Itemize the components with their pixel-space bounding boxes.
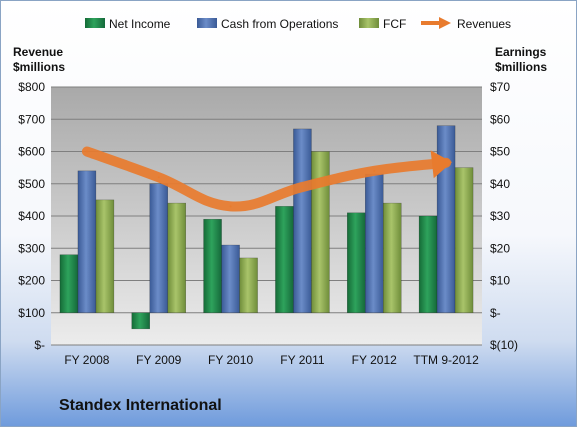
legend-swatch-net-income [85,18,105,28]
left-tick-label: $700 [18,112,45,126]
x-tick-label: FY 2008 [64,353,109,367]
revenues-point [445,161,448,164]
left-tick-label: $100 [18,306,45,320]
right-tick-label: $60 [490,112,510,126]
x-axis-ticks: FY 2008 FY 2009 FY 2010 FY 2011 FY 2012 TTM 9… [64,353,479,367]
legend-label-cash-from-operations: Cash from Operations [221,17,338,31]
x-tick-label: FY 2010 [208,353,253,367]
legend-swatch-fcf [359,18,379,28]
right-tick-label: $10 [490,274,510,288]
revenues-line [81,146,452,212]
cash-from-operations-bar [149,183,168,313]
legend: Net Income Cash from Operations FCF Reve… [85,17,511,31]
legend-label-revenues: Revenues [457,17,511,31]
gridlines [51,86,482,346]
right-tick-label: $70 [490,80,510,94]
revenues-arrowhead [430,150,453,179]
legend-label-net-income: Net Income [109,17,171,31]
right-tick-label: $- [490,306,501,320]
cash-from-operations-bar [293,128,312,313]
left-axis-title-line1: Revenue [13,45,63,59]
revenues-point [85,150,88,153]
fcf-bar [454,167,474,313]
left-axis-ticks: $800 $700 $600 $500 $400 $300 $200 $100 $- [18,80,45,352]
left-axis-title-line2: $millions [13,60,65,74]
net-income-bar [203,218,222,314]
revenue-line-group [81,146,453,212]
left-tick-label: $600 [18,145,45,159]
left-tick-label: $400 [18,209,45,223]
right-tick-label: $30 [490,209,510,223]
cash-from-operations-bar [221,244,240,313]
x-tick-label: FY 2009 [136,353,181,367]
cash-from-operations-bar [436,125,456,313]
cash-from-operations-bar [365,173,384,313]
x-tick-label: FY 2011 [280,353,325,367]
revenues-point [157,176,160,179]
net-income-bar [131,312,150,330]
left-tick-label: $800 [18,80,45,94]
net-income-bar [59,254,79,313]
legend-swatch-revenues [421,17,451,29]
revenues-point [229,205,232,208]
x-tick-label: TTM 9-2012 [413,353,479,367]
fcf-bar [167,202,186,314]
revenues-point [301,185,304,188]
left-tick-label: $500 [18,177,45,191]
net-income-bar [418,215,438,313]
right-axis-title-line1: Earnings [495,45,547,59]
plot-area [51,86,482,346]
fcf-bar [239,257,258,313]
company-title: Standex International [59,397,222,414]
left-tick-label: $- [34,338,45,352]
net-income-bar [347,212,366,313]
legend-label-fcf: FCF [383,17,406,31]
right-axis-title-line2: $millions [495,60,547,74]
right-tick-label: $20 [490,241,510,255]
legend-swatch-cash-from-operations [197,18,217,28]
cash-from-operations-bar [77,170,97,313]
fcf-bar [95,199,115,313]
fcf-bar [311,151,330,313]
bars [59,125,474,330]
left-tick-label: $300 [18,241,45,255]
x-tick-label: FY 2012 [352,353,397,367]
right-tick-label: $50 [490,145,510,159]
right-axis-ticks: $70 $60 $50 $40 $30 $20 $10 $- $(10) [490,80,518,352]
right-tick-label: $40 [490,177,510,191]
fcf-bar [383,202,402,314]
right-tick-label: $(10) [490,338,518,352]
left-tick-label: $200 [18,274,45,288]
net-income-bar [275,206,294,313]
revenues-point [373,169,376,172]
